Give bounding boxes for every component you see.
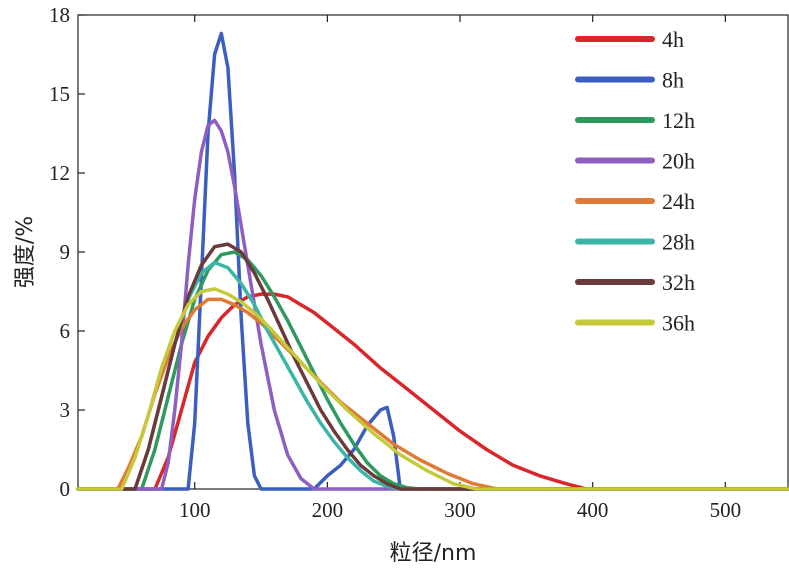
x-tick-label: 500 [710, 498, 742, 522]
y-tick-label: 18 [49, 3, 70, 27]
y-tick-label: 3 [60, 398, 71, 422]
x-tick-label: 300 [444, 498, 476, 522]
legend-label-4h: 4h [662, 27, 684, 52]
y-axis-ticks: 0 3 6 9 12 15 18 [49, 3, 85, 501]
series-lines [76, 31, 789, 491]
x-tick-label: 100 [179, 498, 211, 522]
y-tick-label: 9 [60, 240, 71, 264]
legend-label-20h: 20h [662, 149, 695, 174]
x-axis-title: 粒径/nm [390, 541, 477, 566]
y-tick-label: 0 [60, 477, 71, 501]
y-axis-title: 强度/% [13, 216, 38, 288]
x-tick-label: 200 [312, 498, 344, 522]
series-line-20h [76, 118, 789, 491]
series-line-36h [76, 287, 789, 491]
legend-label-24h: 24h [662, 189, 695, 214]
legend-label-28h: 28h [662, 230, 695, 255]
legend: 4h 8h 12h 20h 24h 28h 32h 36h [575, 27, 695, 336]
legend-label-8h: 8h [662, 68, 684, 93]
legend-label-12h: 12h [662, 108, 695, 133]
y-tick-label: 15 [49, 82, 70, 106]
y-tick-label: 6 [60, 319, 71, 343]
series-line-8h [76, 31, 789, 491]
x-tick-label: 400 [577, 498, 609, 522]
series-line-32h [76, 242, 789, 491]
x-axis-ticks: 100 200 300 400 500 [179, 15, 741, 522]
legend-label-32h: 32h [662, 270, 695, 295]
y-tick-label: 12 [49, 161, 70, 185]
legend-label-36h: 36h [662, 311, 695, 336]
